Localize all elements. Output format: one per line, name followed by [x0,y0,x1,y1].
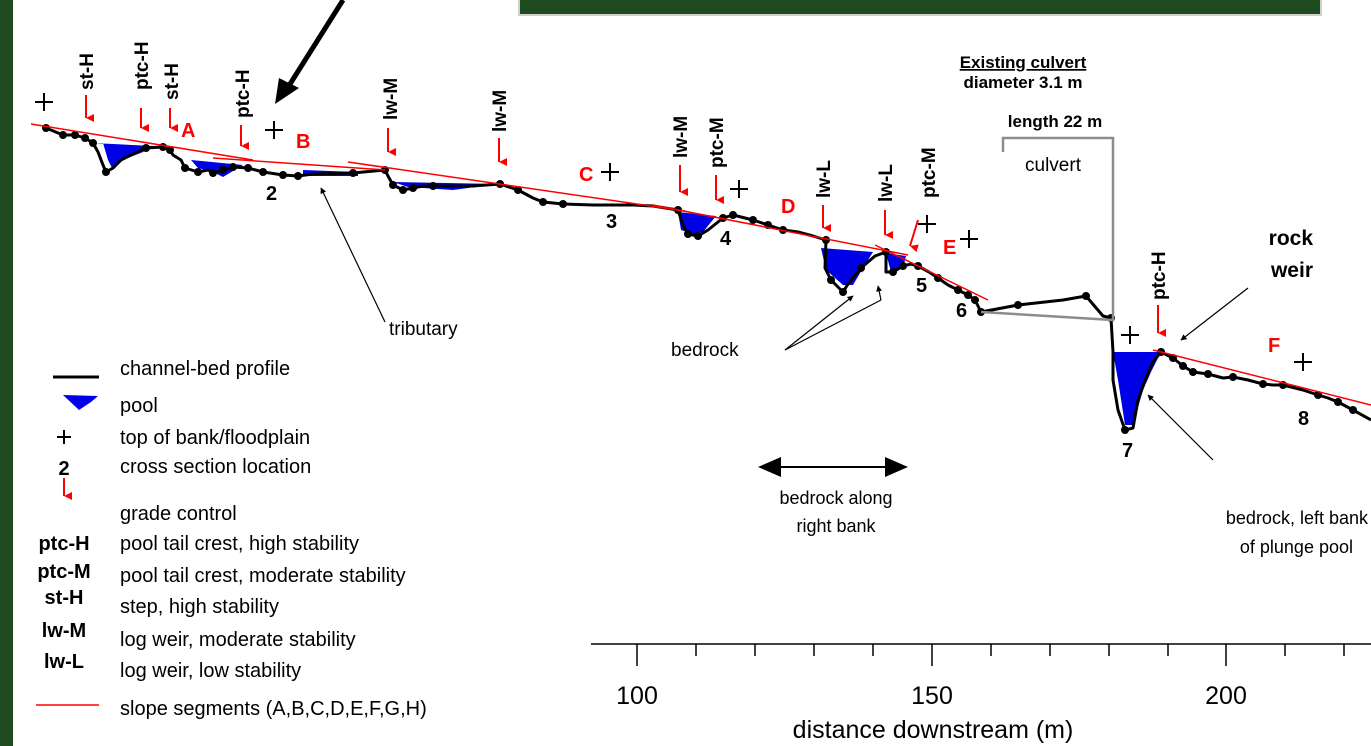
legend-text: pool [120,395,158,417]
legend: 2 ptc-H ptc-M st-H lw-M lw-L channel-bed… [36,358,427,720]
slope-letter: A [181,120,195,142]
legend-text: slope segments (A,B,C,D,E,F,G,H) [120,698,427,720]
gc-label: ptc-H [1149,251,1170,300]
legend-text: top of bank/floodplain [120,427,310,449]
tributary-label: tributary [389,319,458,340]
pointer-arrow [275,0,346,104]
x-tick-label: 200 [1205,682,1247,710]
legend-text: step, high stability [120,596,279,618]
legend-lwM-symbol: lw-M [42,620,86,642]
x-axis-title: distance downstream (m) [793,716,1074,744]
bedrock-along-arrow [758,457,908,477]
bedrock-left-label-1: bedrock, left bank [1226,508,1369,528]
rock-weir-label-1: rock [1269,227,1314,250]
culvert-label: culvert [1025,155,1082,176]
slope-letter: F [1268,335,1280,357]
culvert-diameter: diameter 3.1 m [963,73,1082,92]
xs-number: 2 [266,183,277,205]
gc-label: ptc-H [132,41,153,90]
xs-number: 4 [720,228,732,250]
x-tick-label: 150 [911,682,953,710]
legend-text: pool tail crest, moderate stability [120,565,406,587]
pools [93,143,1161,425]
legend-lwL-symbol: lw-L [44,651,84,673]
annotations: tributary bedrock rock weir bedrock alon… [389,227,1369,557]
xs-number: 8 [1298,408,1309,430]
gc-label: lw-L [814,160,835,198]
x-tick-label: 100 [616,682,658,710]
x-axis [591,643,1371,666]
bedrock-right-label-1: bedrock along [779,488,892,508]
culvert-title: Existing culvert [960,53,1087,72]
bank-markers [35,93,1312,371]
bedrock-left-label-2: of plunge pool [1240,537,1353,557]
channel-bed-profile [45,126,1371,432]
legend-pool-symbol [63,395,98,410]
xs-number: 3 [606,211,617,233]
slope-letter: E [943,237,956,259]
legend-text: log weir, low stability [120,660,301,682]
x-axis-labels: 100 150 200 distance downstream (m) [616,682,1247,744]
culvert-outline [980,136,1115,322]
legend-ptcM-symbol: ptc-M [37,561,90,583]
bedrock-label: bedrock [671,340,739,361]
grade-control-arrows [85,95,1166,337]
gc-label: ptc-M [919,147,940,198]
figure-canvas: st-H ptc-H st-H ptc-H lw-M lw-M lw-M ptc… [13,0,1371,746]
gc-label: st-H [162,63,183,100]
gc-label: ptc-M [707,117,728,168]
annotation-arrows [320,187,1249,461]
rock-weir-label-2: weir [1270,259,1313,282]
gc-label: st-H [77,53,98,90]
profile-diagram: st-H ptc-H st-H ptc-H lw-M lw-M lw-M ptc… [30,0,1371,744]
bedrock-right-label-2: right bank [796,516,876,536]
gc-label: lw-L [876,164,897,202]
grade-control-labels: st-H ptc-H st-H ptc-H lw-M lw-M lw-M ptc… [77,41,1170,300]
legend-text: log weir, moderate stability [120,629,356,651]
cross-section-numbers: 2 3 4 5 6 7 8 [266,183,1309,462]
xs-number: 7 [1122,440,1133,462]
title-box [518,0,1322,16]
legend-text: channel-bed profile [120,358,290,380]
xs-number: 5 [916,275,927,297]
slope-segments [30,123,1371,406]
legend-text: grade control [120,503,237,525]
legend-stH-symbol: st-H [45,587,84,609]
xs-number: 6 [956,300,967,322]
slope-letter: D [781,196,795,218]
legend-ptcH-symbol: ptc-H [38,533,89,555]
slope-letter: C [579,164,593,186]
legend-text: cross section location [120,456,311,478]
slope-letter: B [296,131,310,153]
legend-text: pool tail crest, high stability [120,533,359,555]
culvert-length: length 22 m [1008,112,1102,131]
legend-xs-symbol: 2 [58,458,69,480]
gc-label: lw-M [381,78,402,120]
gc-label: lw-M [671,116,692,158]
gc-label: lw-M [490,90,511,132]
slope-letters: A B C D E F [181,120,1280,357]
culvert-annotation: Existing culvert diameter 3.1 m length 2… [960,53,1103,176]
gc-label: ptc-H [233,69,254,118]
legend-plus-symbol [57,430,71,444]
